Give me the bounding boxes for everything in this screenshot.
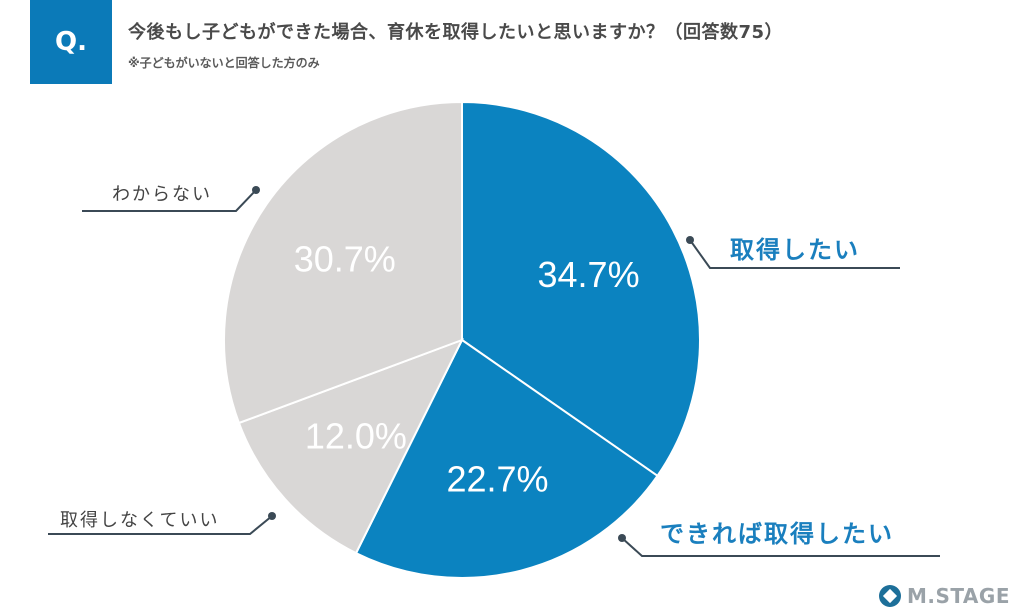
slice-category-label: わからない [112, 184, 212, 205]
callout-dot [618, 534, 626, 542]
pie-slice [223, 100, 463, 425]
slice-value-label: 30.7% [294, 239, 396, 280]
callout-dot [268, 512, 276, 520]
slice-category-label: 取得したい [730, 236, 860, 264]
callout-leader-line [689, 239, 900, 269]
question-text: 今後もし子どもができた場合、育休を取得したいと思いますか？（回答数75） [128, 22, 784, 43]
logo-text: M.STAGE [906, 584, 1010, 608]
question-badge: Q. [30, 0, 112, 84]
slice-category-label: できれば取得したい [660, 520, 894, 548]
pie-slice [461, 100, 701, 478]
callout-leader-line [621, 537, 940, 557]
callout-dot [686, 236, 694, 244]
respondent-note: ※子どもがいないと回答した方のみ [128, 56, 320, 70]
logo-mark-icon [878, 585, 901, 607]
slice-value-label: 22.7% [446, 458, 548, 499]
slice-category-label: 取得しなくていい [60, 510, 219, 531]
pie-slice [354, 338, 659, 579]
brand-logo: M.STAGE [878, 584, 1010, 608]
callout-dot [252, 186, 260, 194]
pie-slices [223, 100, 701, 579]
callout-leader-line [48, 515, 273, 535]
pie-slice [237, 338, 465, 555]
pie-value-labels: 34.7% 22.7% 12.0% 30.7% [294, 239, 640, 500]
slice-value-label: 34.7% [538, 254, 640, 295]
callout-leader-line [82, 189, 257, 212]
slice-value-label: 12.0% [305, 416, 407, 457]
